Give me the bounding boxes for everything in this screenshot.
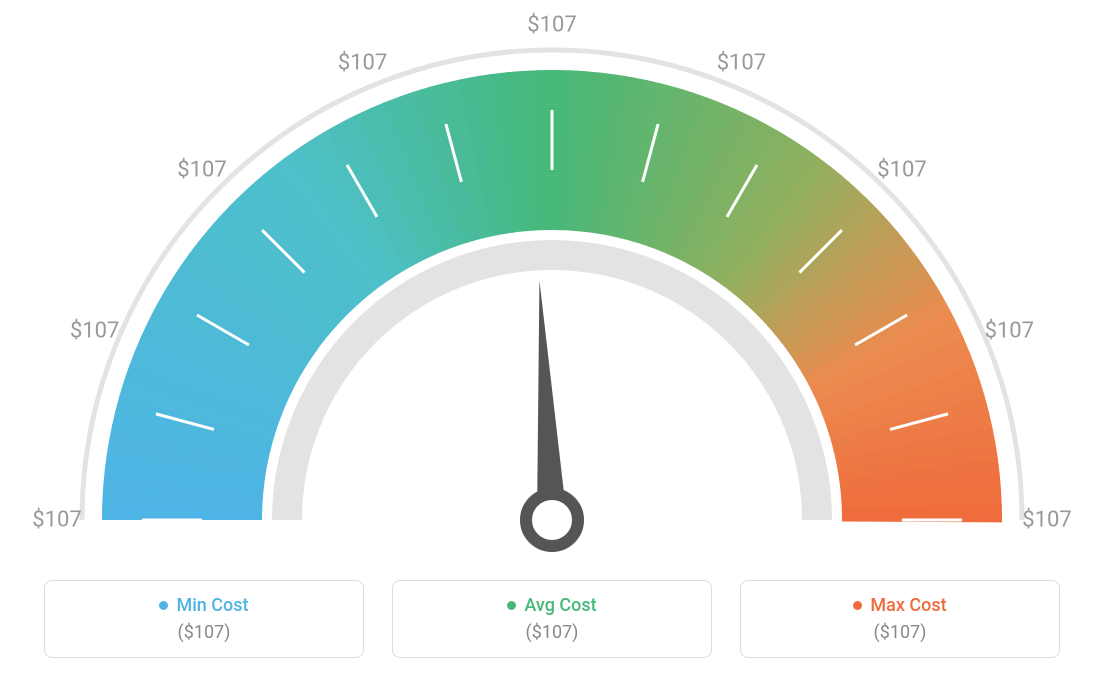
gauge-tick-label: $107 xyxy=(877,157,926,182)
gauge-chart: $107 $107 $107 $107 $107 $107 $107 $107 $107 xyxy=(0,0,1104,560)
legend-label: Min Cost xyxy=(176,595,248,616)
legend-card-min: Min Cost ($107) xyxy=(44,580,364,658)
gauge-tick-label: $107 xyxy=(70,318,119,343)
gauge-tick-label: $107 xyxy=(717,50,766,75)
legend-label: Max Cost xyxy=(870,595,946,616)
gauge-tick-label: $107 xyxy=(177,157,226,182)
legend-value: ($107) xyxy=(874,622,927,643)
legend-value: ($107) xyxy=(178,622,231,643)
dot-icon xyxy=(159,601,168,610)
gauge-svg xyxy=(0,0,1104,560)
dot-icon xyxy=(853,601,862,610)
legend-title-avg: Avg Cost xyxy=(507,595,596,616)
legend-title-min: Min Cost xyxy=(159,595,248,616)
legend-row: Min Cost ($107) Avg Cost ($107) Max Cost… xyxy=(0,580,1104,658)
legend-value: ($107) xyxy=(526,622,579,643)
legend-card-avg: Avg Cost ($107) xyxy=(392,580,712,658)
legend-card-max: Max Cost ($107) xyxy=(740,580,1060,658)
legend-label: Avg Cost xyxy=(524,595,596,616)
gauge-tick-label: $107 xyxy=(985,318,1034,343)
gauge-tick-label: $107 xyxy=(32,508,81,533)
dot-icon xyxy=(507,601,516,610)
gauge-tick-label: $107 xyxy=(527,13,576,38)
gauge-tick-label: $107 xyxy=(1022,508,1071,533)
gauge-tick-label: $107 xyxy=(338,50,387,75)
legend-title-max: Max Cost xyxy=(853,595,946,616)
